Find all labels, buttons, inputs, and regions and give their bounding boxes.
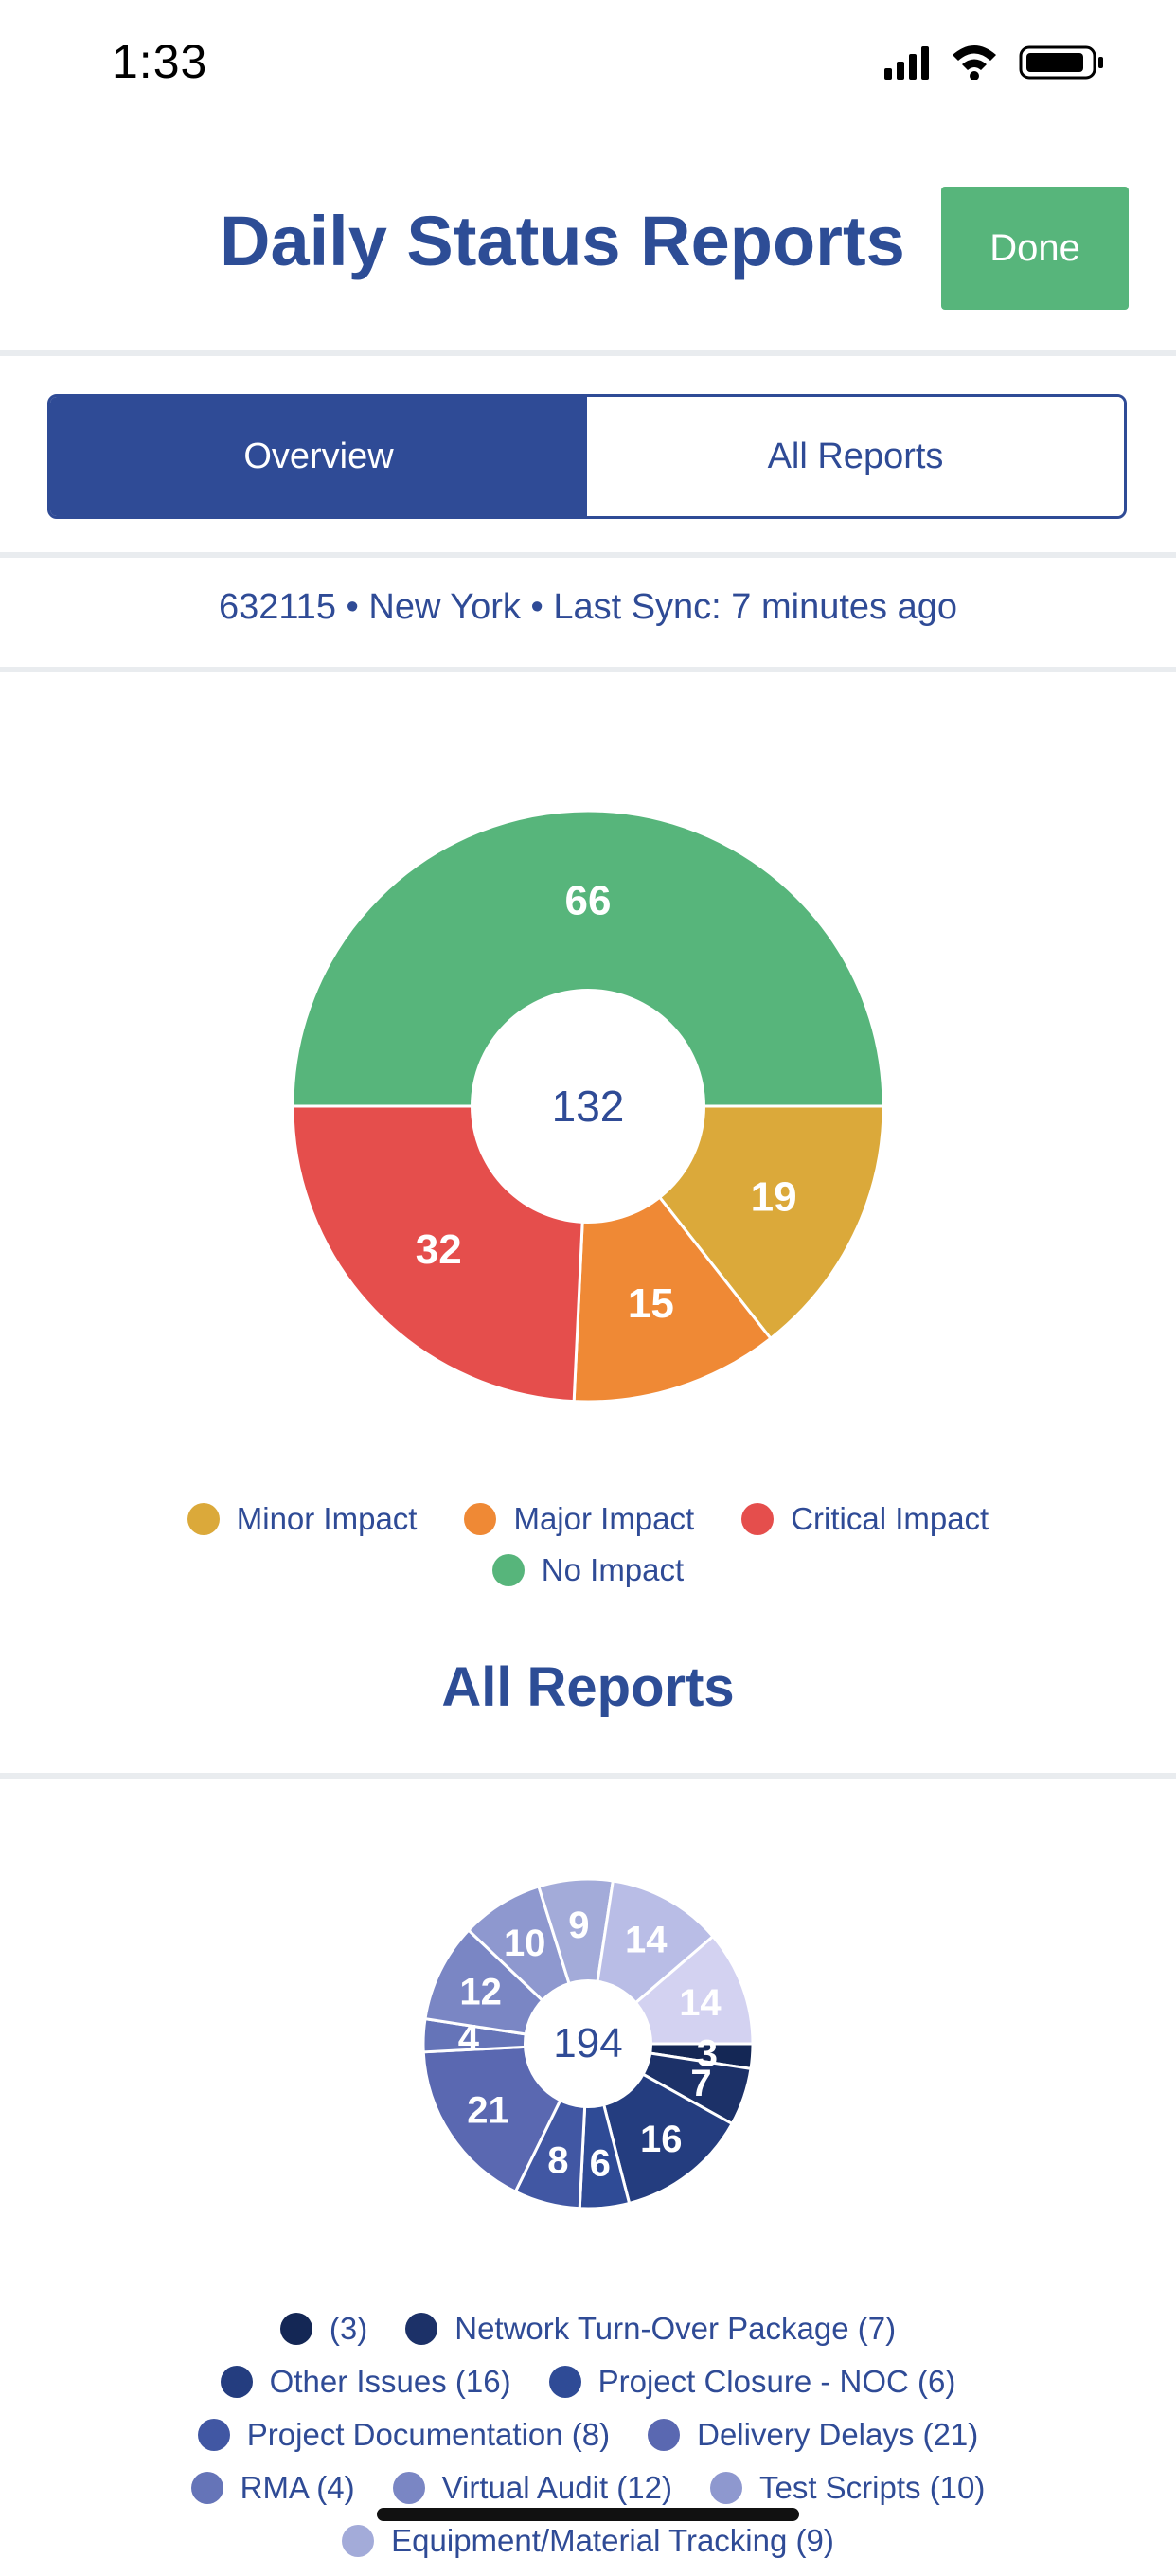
legend-label: Virtual Audit (12) (441, 2470, 672, 2505)
reports-slice-label: 10 (504, 1923, 546, 1964)
legend-item: Equipment/Material Tracking (9) (342, 2523, 834, 2559)
impact-donut-chart: 132 66 19 15 32 (291, 809, 885, 1404)
impact-legend: Minor Impact Major Impact Critical Impac… (0, 1501, 1176, 1603)
legend-item: (3) (279, 2311, 368, 2347)
tab-overview[interactable]: Overview (50, 397, 587, 516)
reports-slice-label: 14 (679, 1982, 722, 2024)
donut-hole (471, 989, 705, 1224)
legend-dot (220, 2366, 253, 2398)
legend-dot (491, 1554, 525, 1586)
reports-slice-label: 8 (547, 2139, 568, 2181)
legend-item: Critical Impact (741, 1501, 989, 1537)
reports-slice-label: 21 (467, 2090, 509, 2132)
legend-dot (392, 2472, 425, 2504)
legend-item: Test Scripts (10) (709, 2470, 986, 2506)
reports-slice-label: 3 (697, 2033, 718, 2075)
divider (0, 667, 1176, 672)
wifi-icon (953, 45, 996, 80)
legend-dot (548, 2366, 581, 2398)
legend-dot (190, 2472, 223, 2504)
status-icons (884, 45, 1103, 80)
legend-item: Virtual Audit (12) (392, 2470, 672, 2506)
legend-label: Critical Impact (791, 1501, 989, 1536)
legend-dot (342, 2525, 375, 2557)
legend-dot (648, 2419, 681, 2451)
done-button[interactable]: Done (941, 187, 1129, 310)
divider (0, 552, 1176, 558)
impact-slice[interactable] (291, 809, 885, 1108)
status-bar: 1:33 (0, 0, 1176, 123)
battery-icon (1019, 45, 1103, 80)
impact-slice-label: 19 (751, 1174, 797, 1221)
legend-dot (197, 2419, 230, 2451)
legend-item: No Impact (491, 1552, 685, 1588)
reports-slice-label: 7 (690, 2063, 711, 2104)
legend-label: Delivery Delays (21) (697, 2417, 979, 2452)
legend-dot (279, 2313, 312, 2345)
reports-slice-label: 4 (458, 2018, 480, 2060)
legend-dot (187, 1503, 220, 1535)
legend-item: Minor Impact (187, 1501, 418, 1537)
home-indicator[interactable] (377, 2508, 799, 2521)
legend-label: Network Turn-Over Package (7) (454, 2311, 897, 2346)
impact-slice-label: 32 (416, 1226, 462, 1273)
legend-item: Project Documentation (8) (197, 2417, 611, 2453)
reports-slice-label: 16 (640, 2119, 683, 2160)
legend-label: Test Scripts (10) (758, 2470, 986, 2505)
cellular-signal-icon (884, 46, 929, 80)
legend-label: No Impact (541, 1552, 685, 1587)
legend-label: Project Closure - NOC (6) (597, 2364, 956, 2399)
reports-slice-label: 14 (625, 1920, 668, 1961)
legend-item: Other Issues (16) (220, 2364, 511, 2400)
tab-segmented-control: Overview All Reports (47, 394, 1127, 519)
reports-slice-label: 6 (590, 2143, 611, 2185)
legend-item: Project Closure - NOC (6) (548, 2364, 956, 2400)
divider (0, 350, 1176, 356)
reports-slice-label: 9 (568, 1905, 589, 1946)
legend-item: Network Turn-Over Package (7) (405, 2311, 896, 2347)
divider (0, 1773, 1176, 1779)
donut-hole (524, 1979, 652, 2108)
legend-dot (405, 2313, 438, 2345)
reports-legend: (3) Network Turn-Over Package (7) Other … (0, 2311, 1176, 2576)
legend-label: Project Documentation (8) (246, 2417, 611, 2452)
legend-label: Other Issues (16) (269, 2364, 511, 2399)
legend-label: RMA (4) (240, 2470, 355, 2505)
legend-label: Equipment/Material Tracking (9) (391, 2523, 834, 2558)
impact-total: 132 (552, 1082, 625, 1131)
legend-label: Major Impact (513, 1501, 695, 1536)
page-title: Daily Status Reports (220, 202, 905, 280)
legend-dot (709, 2472, 742, 2504)
sync-info: 632115 • New York • Last Sync: 7 minutes… (218, 587, 958, 627)
impact-slice-label: 15 (628, 1280, 674, 1327)
legend-dot (464, 1503, 497, 1535)
legend-label: Minor Impact (236, 1501, 418, 1536)
tab-all-reports[interactable]: All Reports (587, 397, 1124, 516)
legend-item: Delivery Delays (21) (648, 2417, 978, 2453)
reports-slice-label: 12 (459, 1971, 502, 2012)
legend-dot (741, 1503, 775, 1535)
legend-item: Major Impact (464, 1501, 694, 1537)
legend-label: (3) (329, 2311, 368, 2346)
impact-slice-label: 66 (565, 877, 612, 923)
legend-item: RMA (4) (190, 2470, 355, 2506)
reports-total: 194 (553, 2020, 622, 2066)
all-reports-heading: All Reports (441, 1656, 735, 1718)
status-time: 1:33 (112, 35, 208, 88)
